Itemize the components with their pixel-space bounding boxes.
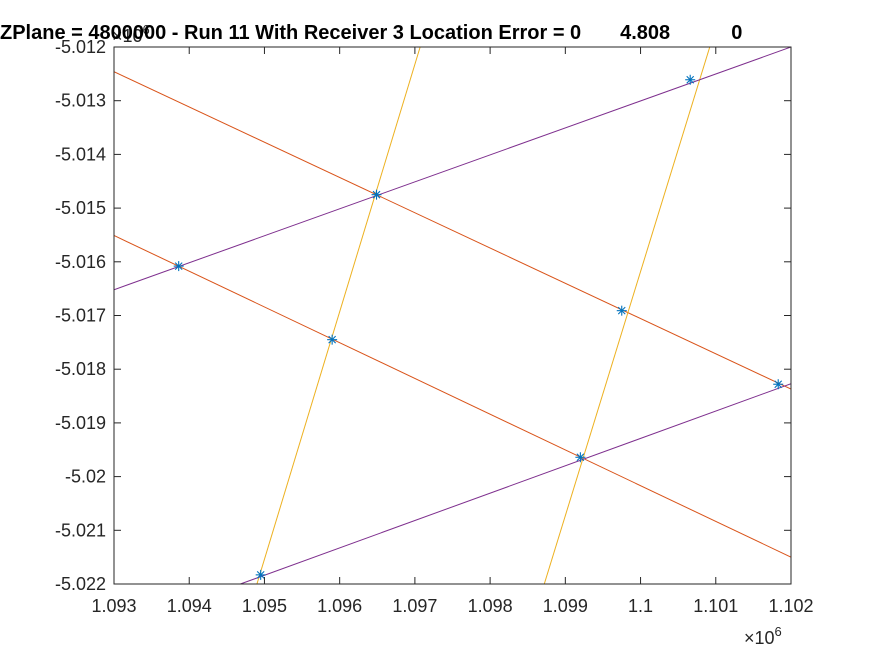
marker-stroke (576, 453, 585, 462)
x-tick-label: 1.094 (167, 596, 212, 616)
marker-stroke (256, 570, 265, 579)
series-line-purple-5 (114, 47, 791, 291)
marker-stroke (328, 335, 337, 344)
y-axis-ticks: -5.012 -5.013 -5.014 -5.015 -5.016 -5.017 -5.0… (55, 37, 791, 594)
data-marker (327, 334, 338, 345)
marker-stroke (617, 306, 626, 315)
x-tick-label: 1.098 (468, 596, 513, 616)
data-marker (773, 379, 784, 390)
marker-stroke (774, 380, 783, 389)
series-line-purple-6 (240, 383, 791, 584)
marker-stroke (372, 190, 381, 199)
data-marker (255, 569, 266, 580)
series-line-orange-2 (114, 235, 791, 558)
y-tick-label: -5.017 (55, 306, 106, 326)
marker-stroke (174, 262, 183, 270)
marker-stroke (686, 75, 695, 84)
y-tick-label: -5.014 (55, 144, 106, 164)
y-tick-label: -5.019 (55, 413, 106, 433)
x-axis-exponent: ×106 (744, 624, 782, 648)
data-marker (371, 189, 382, 200)
data-marker (616, 305, 627, 316)
y-tick-label: -5.013 (55, 91, 106, 111)
data-marker (575, 452, 586, 463)
y-exponent-power: 6 (143, 22, 150, 37)
axes-box (114, 47, 791, 584)
series-line-yellow-4 (543, 47, 711, 584)
data-marker (173, 261, 184, 272)
x-tick-label: 1.099 (543, 596, 588, 616)
y-tick-label: -5.021 (55, 520, 106, 540)
x-tick-label: 1.1 (628, 596, 653, 616)
data-marker (685, 74, 696, 85)
chart-title: ZPlane = 4800000 - Run 11 With Receiver … (0, 22, 742, 44)
series-layer (114, 47, 791, 584)
x-axis-ticks: 1.093 1.094 1.095 1.096 1.097 1.098 1.099 1.1 1.… (91, 47, 814, 616)
y-tick-label: -5.012 (55, 37, 106, 57)
x-tick-label: 1.093 (91, 596, 136, 616)
x-exponent-base: ×10 (744, 628, 775, 648)
y-tick-label: -5.018 (55, 359, 106, 379)
plot-area: 1.093 1.094 1.095 1.096 1.097 1.098 1.099 1.1 1.… (55, 37, 814, 616)
x-tick-label: 1.097 (392, 596, 437, 616)
series-line-orange-1 (114, 71, 791, 390)
y-axis-exponent: ×106 (112, 22, 150, 46)
y-tick-label: -5.016 (55, 252, 106, 272)
y-exponent-base: ×10 (112, 26, 143, 46)
y-tick-label: -5.022 (55, 574, 106, 594)
y-tick-label: -5.02 (65, 467, 106, 487)
y-tick-label: -5.015 (55, 198, 106, 218)
x-exponent-power: 6 (775, 624, 782, 639)
x-tick-label: 1.102 (768, 596, 813, 616)
x-tick-label: 1.096 (317, 596, 362, 616)
marker-layer (173, 74, 784, 580)
x-tick-label: 1.101 (693, 596, 738, 616)
x-tick-label: 1.095 (242, 596, 287, 616)
series-line-yellow-3 (256, 47, 421, 584)
